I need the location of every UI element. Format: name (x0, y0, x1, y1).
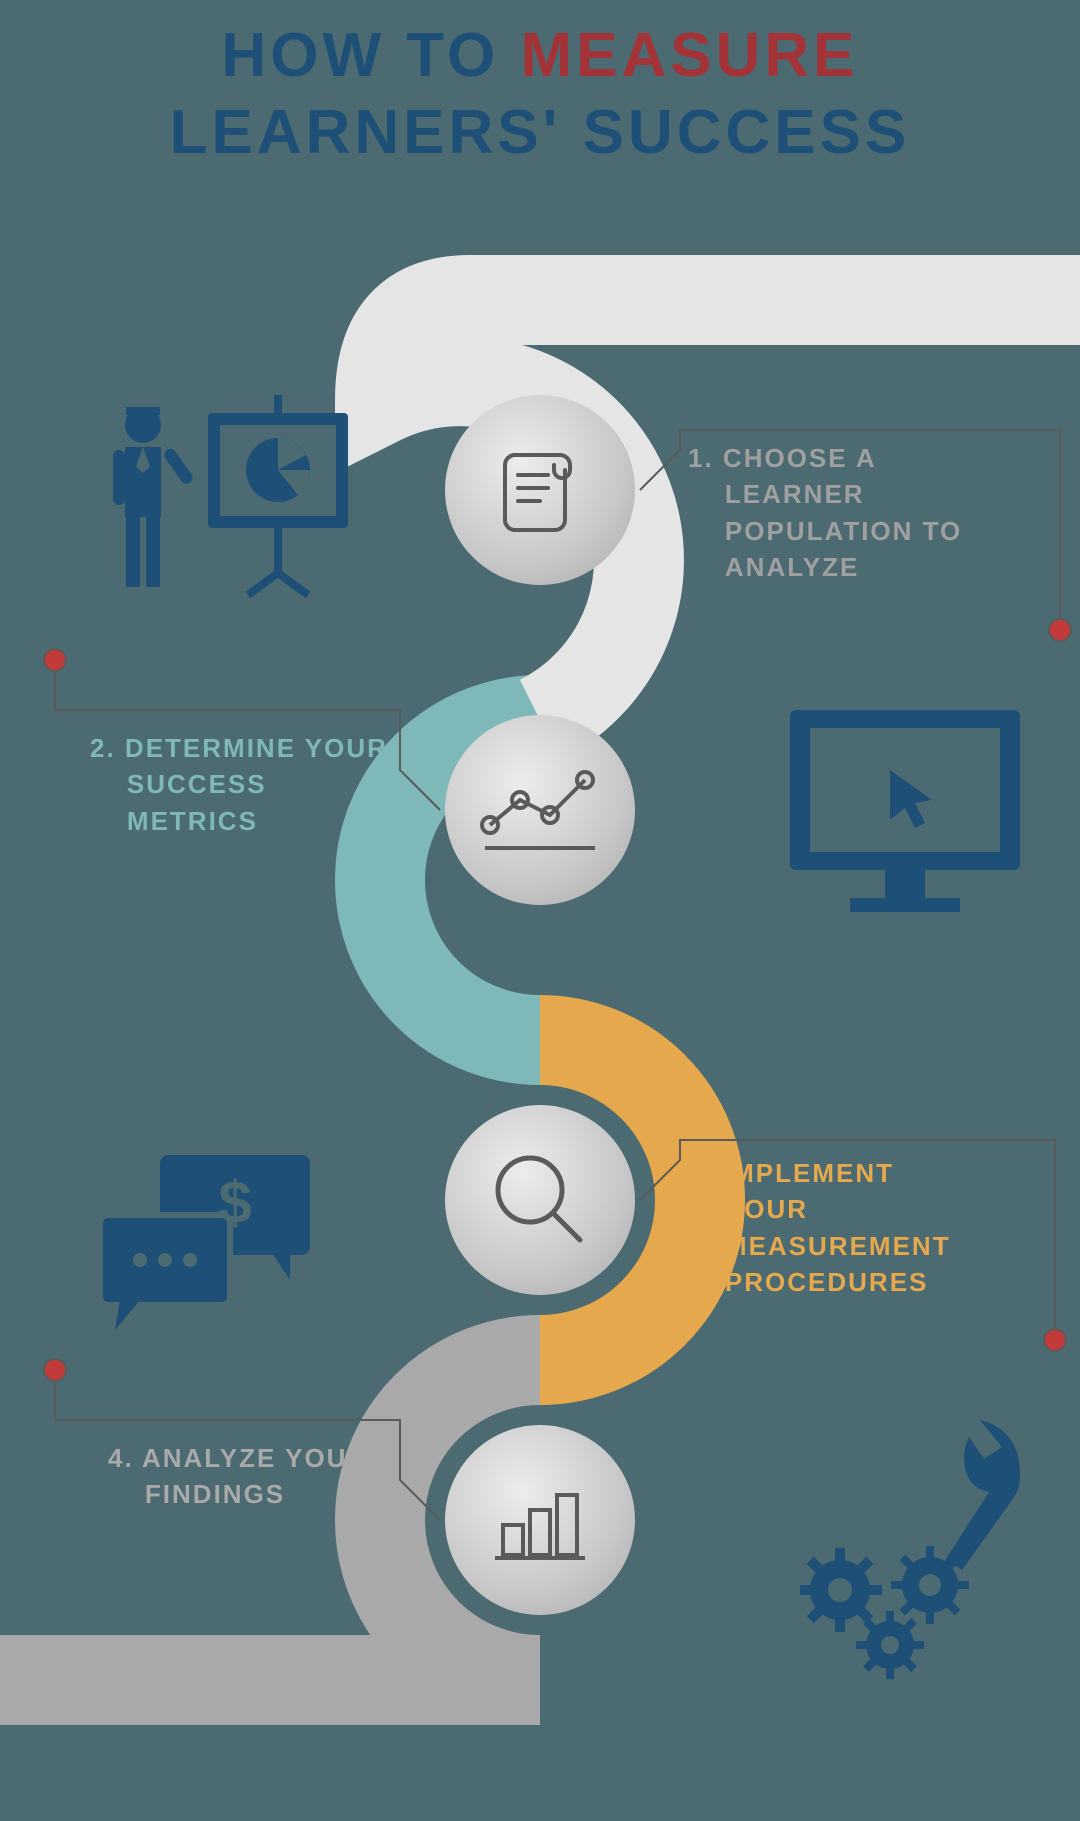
step-3-line2: MEASUREMENT (725, 1231, 951, 1261)
step-3-label: 3. IMPLEMENT YOUR MEASUREMENT PROCEDURES (688, 1155, 951, 1301)
step-2-num: 2. (90, 733, 116, 763)
step-1-num: 1. (688, 443, 714, 473)
step-1-line2: POPULATION TO (725, 516, 962, 546)
step-1-line1: LEARNER (725, 479, 865, 509)
node-2-circle (445, 715, 635, 905)
step-4-num: 4. (108, 1443, 134, 1473)
magnifier-icon (485, 1145, 595, 1255)
step-2-line2: METRICS (127, 806, 258, 836)
step-2-label: 2. DETERMINE YOUR SUCCESS METRICS (90, 730, 388, 839)
bar-chart-icon (485, 1470, 595, 1570)
step-3-line1: YOUR (725, 1194, 808, 1224)
step-2-line0: DETERMINE YOUR (125, 733, 388, 763)
node-1-circle (445, 395, 635, 585)
node-3-circle (445, 1105, 635, 1295)
scroll-icon (490, 440, 590, 540)
step-2-line1: SUCCESS (127, 769, 267, 799)
presenter-icon (98, 395, 358, 630)
gears-wrench-icon (800, 1420, 1050, 1685)
step-3-line0: IMPLEMENT (723, 1158, 894, 1188)
step-1-line3: ANALYZE (725, 552, 859, 582)
step-3-num: 3. (688, 1158, 714, 1188)
step-1-line0: CHOOSE A (723, 443, 877, 473)
step-3-line3: PROCEDURES (725, 1267, 928, 1297)
chat-dollar-icon: $ (90, 1145, 330, 1350)
monitor-icon (780, 700, 1040, 935)
step-1-label: 1. CHOOSE A LEARNER POPULATION TO ANALYZ… (688, 440, 962, 586)
analytics-line-icon (475, 760, 605, 860)
node-4-circle (445, 1425, 635, 1615)
step-4-label: 4. ANALYZE YOURE FINDINGS (108, 1440, 388, 1513)
step-4-line0: ANALYZE YOURE (142, 1443, 388, 1473)
step-4-line1: FINDINGS (145, 1479, 285, 1509)
